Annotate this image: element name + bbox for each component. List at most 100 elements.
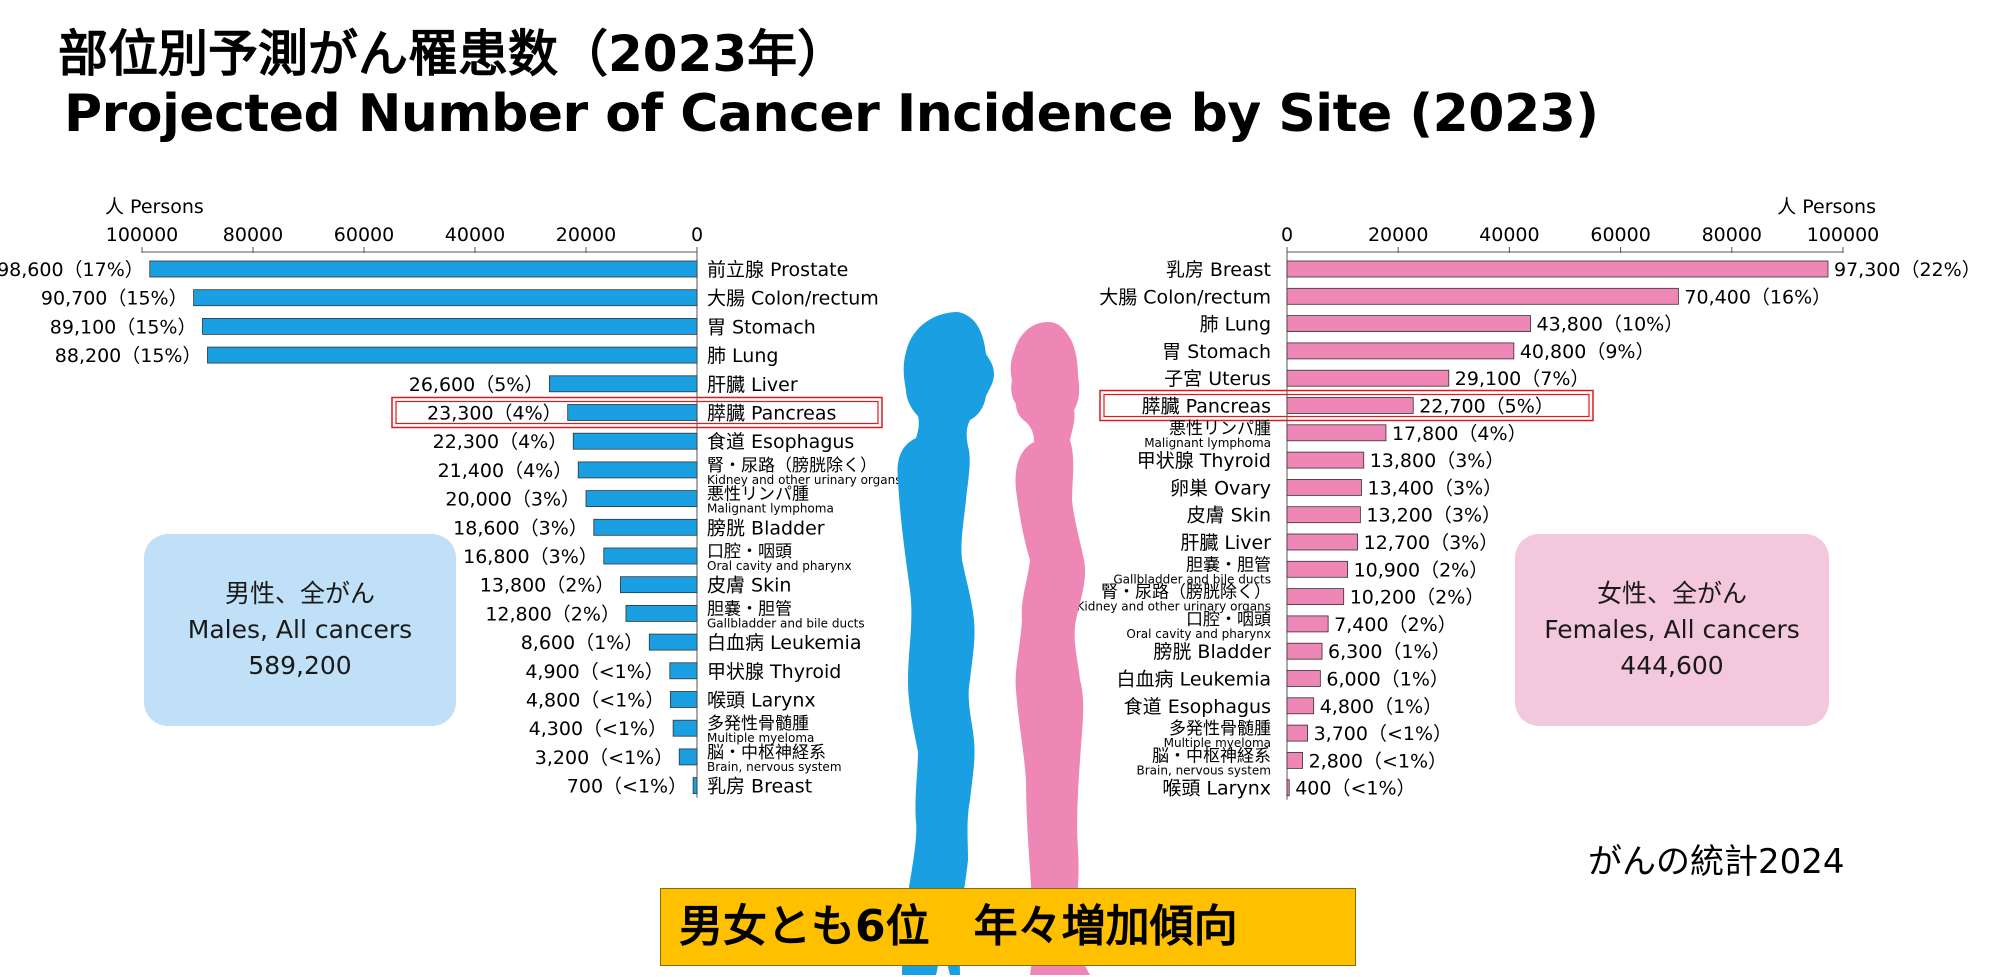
male-category-label: 胆嚢・胆管 <box>707 599 792 619</box>
female-value-label: 40,800（9%） <box>1520 341 1655 363</box>
female-bar <box>1286 260 1829 278</box>
male-x-tick-label: 20000 <box>556 224 616 246</box>
male-category-label: 口腔・咽頭 <box>707 542 792 562</box>
female-category-label: 子宮 Uterus <box>1164 368 1271 390</box>
female-highlight-box <box>1099 389 1594 422</box>
male-value-label: 88,200（15%） <box>55 345 202 367</box>
male-category-label: 肝臓 Liver <box>707 374 798 396</box>
male-bar <box>585 490 698 508</box>
female-bar <box>1286 533 1359 551</box>
male-value-label: 4,800（<1%） <box>526 690 664 712</box>
female-value-label: 43,800（10%） <box>1537 314 1684 336</box>
male-value-label: 4,300（<1%） <box>529 718 667 740</box>
female-highlight-box-inner <box>1103 393 1590 418</box>
male-summary-label-ja: 男性、全がん <box>224 579 375 608</box>
female-value-label: 12,700（3%） <box>1364 532 1499 554</box>
male-category-label: 喉頭 Larynx <box>707 690 816 712</box>
female-value-label: 400（<1%） <box>1295 778 1415 800</box>
male-unit-label: 人 Persons <box>105 196 204 218</box>
male-highlight-box <box>391 396 883 429</box>
female-bar <box>1286 478 1362 496</box>
male-value-label: 90,700（15%） <box>41 288 188 310</box>
female-value-label: 97,300（22%） <box>1834 259 1981 281</box>
female-value-label: 6,000（1%） <box>1326 669 1449 691</box>
male-bar <box>548 375 698 393</box>
female-value-label: 3,700（<1%） <box>1314 723 1452 745</box>
female-summary-label-en: Females, All cancers <box>1544 615 1800 644</box>
male-bar <box>567 404 698 421</box>
male-x-tick-label: 40000 <box>445 224 505 246</box>
male-category-label: 腎・尿路（膀胱除く） <box>707 456 877 476</box>
male-bar <box>603 547 698 565</box>
female-bar <box>1286 642 1323 660</box>
female-bar <box>1286 752 1303 769</box>
female-x-tick-label: 80000 <box>1702 224 1762 246</box>
male-value-label: 98,600（17%） <box>0 259 144 281</box>
male-category-sublabel: Kidney and other urinary organs <box>707 473 901 487</box>
female-value-label: 10,900（2%） <box>1354 559 1489 581</box>
female-value-label: 13,200（3%） <box>1366 505 1501 527</box>
female-unit-label: 人 Persons <box>1777 196 1876 218</box>
male-category-label: 乳房 Breast <box>707 776 812 798</box>
source-label: がんの統計2024 <box>1588 842 1845 882</box>
male-bar <box>692 777 698 794</box>
male-category-sublabel: Malignant lymphoma <box>707 502 834 516</box>
female-x-tick-label: 100000 <box>1807 224 1880 246</box>
male-value-label: 13,800（2%） <box>480 575 615 597</box>
male-bar-chart: 人 Persons 100000 80000 60000 40000 20000 0 98,6… <box>0 196 901 798</box>
female-bar <box>1286 724 1308 742</box>
male-category-sublabel: Brain, nervous system <box>707 760 842 774</box>
female-bar <box>1286 369 1450 387</box>
female-summary-box: 女性、全がん Females, All cancers 444,600 <box>1515 534 1829 726</box>
male-category-label: 脳・中枢神経系 <box>707 743 826 763</box>
female-category-label: 悪性リンパ腫 <box>1169 419 1271 439</box>
female-value-label: 6,300（1%） <box>1328 641 1451 663</box>
female-x-tick-label: 20000 <box>1368 224 1428 246</box>
female-category-label: 皮膚 Skin <box>1187 505 1271 527</box>
male-category-label: 前立腺 Prostate <box>707 259 848 281</box>
male-bar <box>625 605 698 622</box>
male-bar <box>672 719 698 737</box>
female-bar <box>1286 397 1414 414</box>
male-highlight-box-inner <box>395 400 879 425</box>
male-bar <box>669 662 698 680</box>
female-bar <box>1286 588 1345 605</box>
female-category-sublabel: Gallbladder and bile ducts <box>1113 572 1271 586</box>
male-category-label: 白血病 Leukemia <box>707 632 861 654</box>
male-value-label: 23,300（4%） <box>427 403 562 425</box>
male-category-label: 皮膚 Skin <box>707 575 791 597</box>
female-x-tick-label: 40000 <box>1479 224 1539 246</box>
male-silhouette-icon <box>897 312 994 975</box>
female-category-label: 口腔・咽頭 <box>1186 610 1271 630</box>
female-value-label: 10,200（2%） <box>1350 587 1485 609</box>
female-category-sublabel: Multiple myeloma <box>1164 736 1271 750</box>
male-category-sublabel: Oral cavity and pharynx <box>707 559 852 573</box>
female-bar <box>1286 315 1531 333</box>
female-bar <box>1286 424 1387 442</box>
male-value-label: 89,100（15%） <box>50 316 197 338</box>
female-silhouette-icon <box>1010 322 1090 975</box>
female-value-label: 22,700（5%） <box>1419 396 1554 418</box>
female-bar <box>1286 506 1361 524</box>
female-x-tick-label: 60000 <box>1590 224 1650 246</box>
male-x-tick-label: 80000 <box>223 224 283 246</box>
female-category-label: 脳・中枢神経系 <box>1152 746 1271 766</box>
male-category-label: 食道 Esophagus <box>707 431 854 453</box>
male-value-label: 4,900（<1%） <box>525 661 663 683</box>
female-bar-chart: 人 Persons 0 20000 40000 60000 80000 100000 97,3… <box>1077 196 1981 800</box>
male-bar <box>648 633 698 651</box>
female-bar <box>1286 560 1349 578</box>
female-category-label: 多発性骨髄腫 <box>1169 719 1271 739</box>
male-value-label: 21,400（4%） <box>438 460 573 482</box>
female-bar <box>1286 670 1321 687</box>
female-bar <box>1286 779 1290 797</box>
female-category-label: 大腸 Colon/rectum <box>1099 286 1271 308</box>
male-category-label: 膀胱 Bladder <box>707 517 825 539</box>
female-summary-label-ja: 女性、全がん <box>1596 579 1747 608</box>
male-value-label: 12,800（2%） <box>485 603 620 625</box>
silhouettes <box>897 312 1090 975</box>
male-value-label: 3,200（<1%） <box>535 747 673 769</box>
female-summary-total: 444,600 <box>1620 651 1724 680</box>
female-category-sublabel: Oral cavity and pharynx <box>1126 627 1271 641</box>
